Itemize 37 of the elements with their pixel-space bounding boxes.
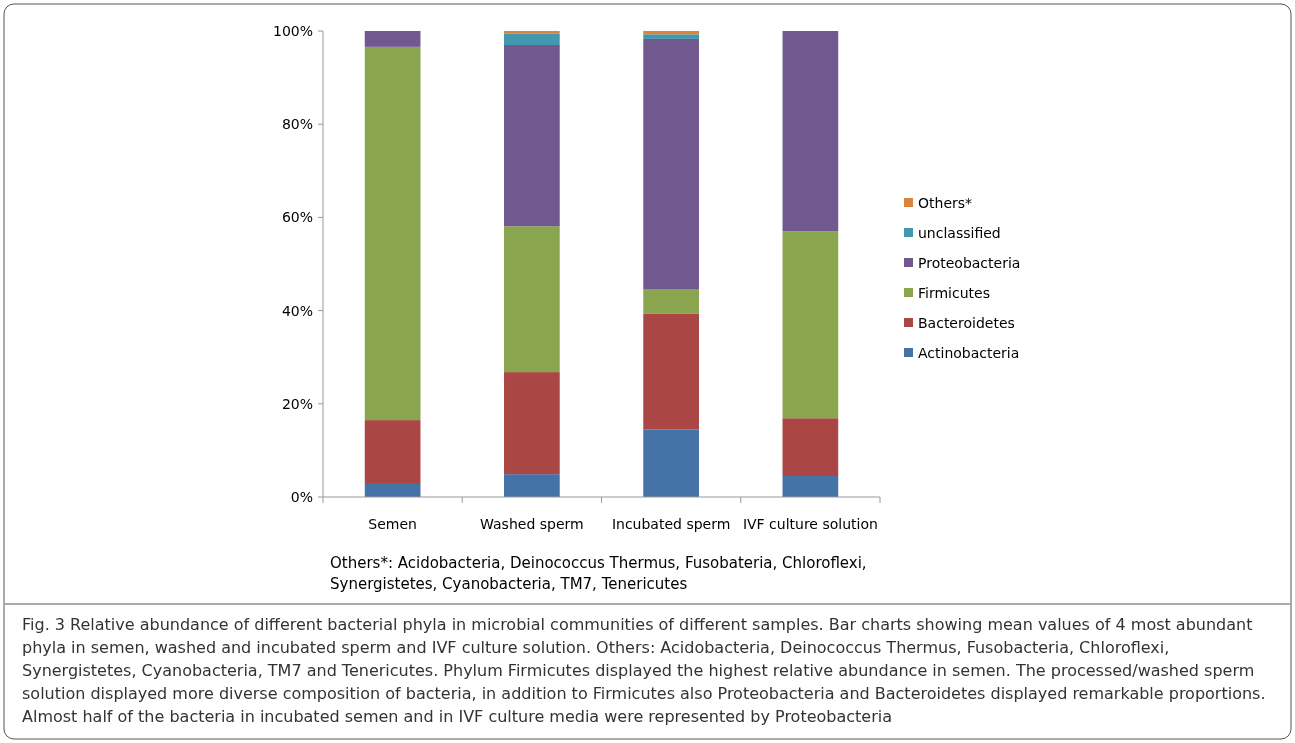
bar <box>643 38 699 290</box>
y-tick-label: 0% <box>290 488 313 505</box>
legend-label: Firmicutes <box>918 284 990 301</box>
bar <box>504 33 560 45</box>
x-tick-label: Semen <box>368 516 417 532</box>
caption: Fig. 3 Relative abundance of different bacterial phyla in microbial communities of different samples. Bar charts showing mean values of 4 most abundant phyla in semen, washed and incubated sperm and IVF culture solution. Others: Acidobacteria, Deinococcus Thermus, Fusobacteria, Chloroflexi, Synergistetes, Cyanobacteria, TM7 and Tenericutes. Phylum Firmicutes displayed the highest relative abundance in semen. The processed/washed sperm solution displayed more diverse composition of bacteria, in addition to Firmicutes also Proteobacteria and Bacteroidetes displayed remarkable proportions. Almost half of the bacteria in incubated semen and in IVF culture media were represented by Proteobacteria <box>22 615 1266 726</box>
bar <box>504 226 560 373</box>
x-tick-label: Washed sperm <box>480 516 584 532</box>
bar <box>782 476 839 497</box>
bar <box>643 313 699 430</box>
bar <box>364 483 421 497</box>
legend-label: Bacteroidetes <box>918 314 1015 331</box>
bar <box>782 418 839 477</box>
bar <box>643 34 699 39</box>
bar <box>643 31 699 35</box>
x-tick-label: IVF culture solution <box>742 516 878 532</box>
bar <box>364 46 421 421</box>
bar <box>643 429 699 497</box>
legend-label: unclassified <box>918 224 1001 241</box>
bar <box>504 474 560 497</box>
y-tick-label: 60% <box>281 209 313 226</box>
x-tick-label: Incubated sperm <box>611 516 731 532</box>
y-tick-label: 100% <box>272 22 313 39</box>
bar <box>643 289 699 314</box>
y-tick-label: 40% <box>281 302 313 319</box>
bar <box>364 31 421 47</box>
y-tick-label: 80% <box>281 116 313 133</box>
bar <box>504 44 560 227</box>
bar <box>782 231 839 419</box>
text: Others*: Acidobacteria, Deinococcus Thermus, Fusobateria, Chloroflexi, Synergistetes, Cyanobacteria, TM7, Tenericutes <box>330 554 867 593</box>
legend-label: Others* <box>918 194 973 211</box>
legend-label: Proteobacteria <box>918 254 1021 271</box>
y-tick-label: 20% <box>281 395 313 412</box>
bar <box>504 372 560 475</box>
legend-label: Actinobacteria <box>918 344 1020 361</box>
bar <box>364 420 421 484</box>
bar <box>782 31 839 232</box>
